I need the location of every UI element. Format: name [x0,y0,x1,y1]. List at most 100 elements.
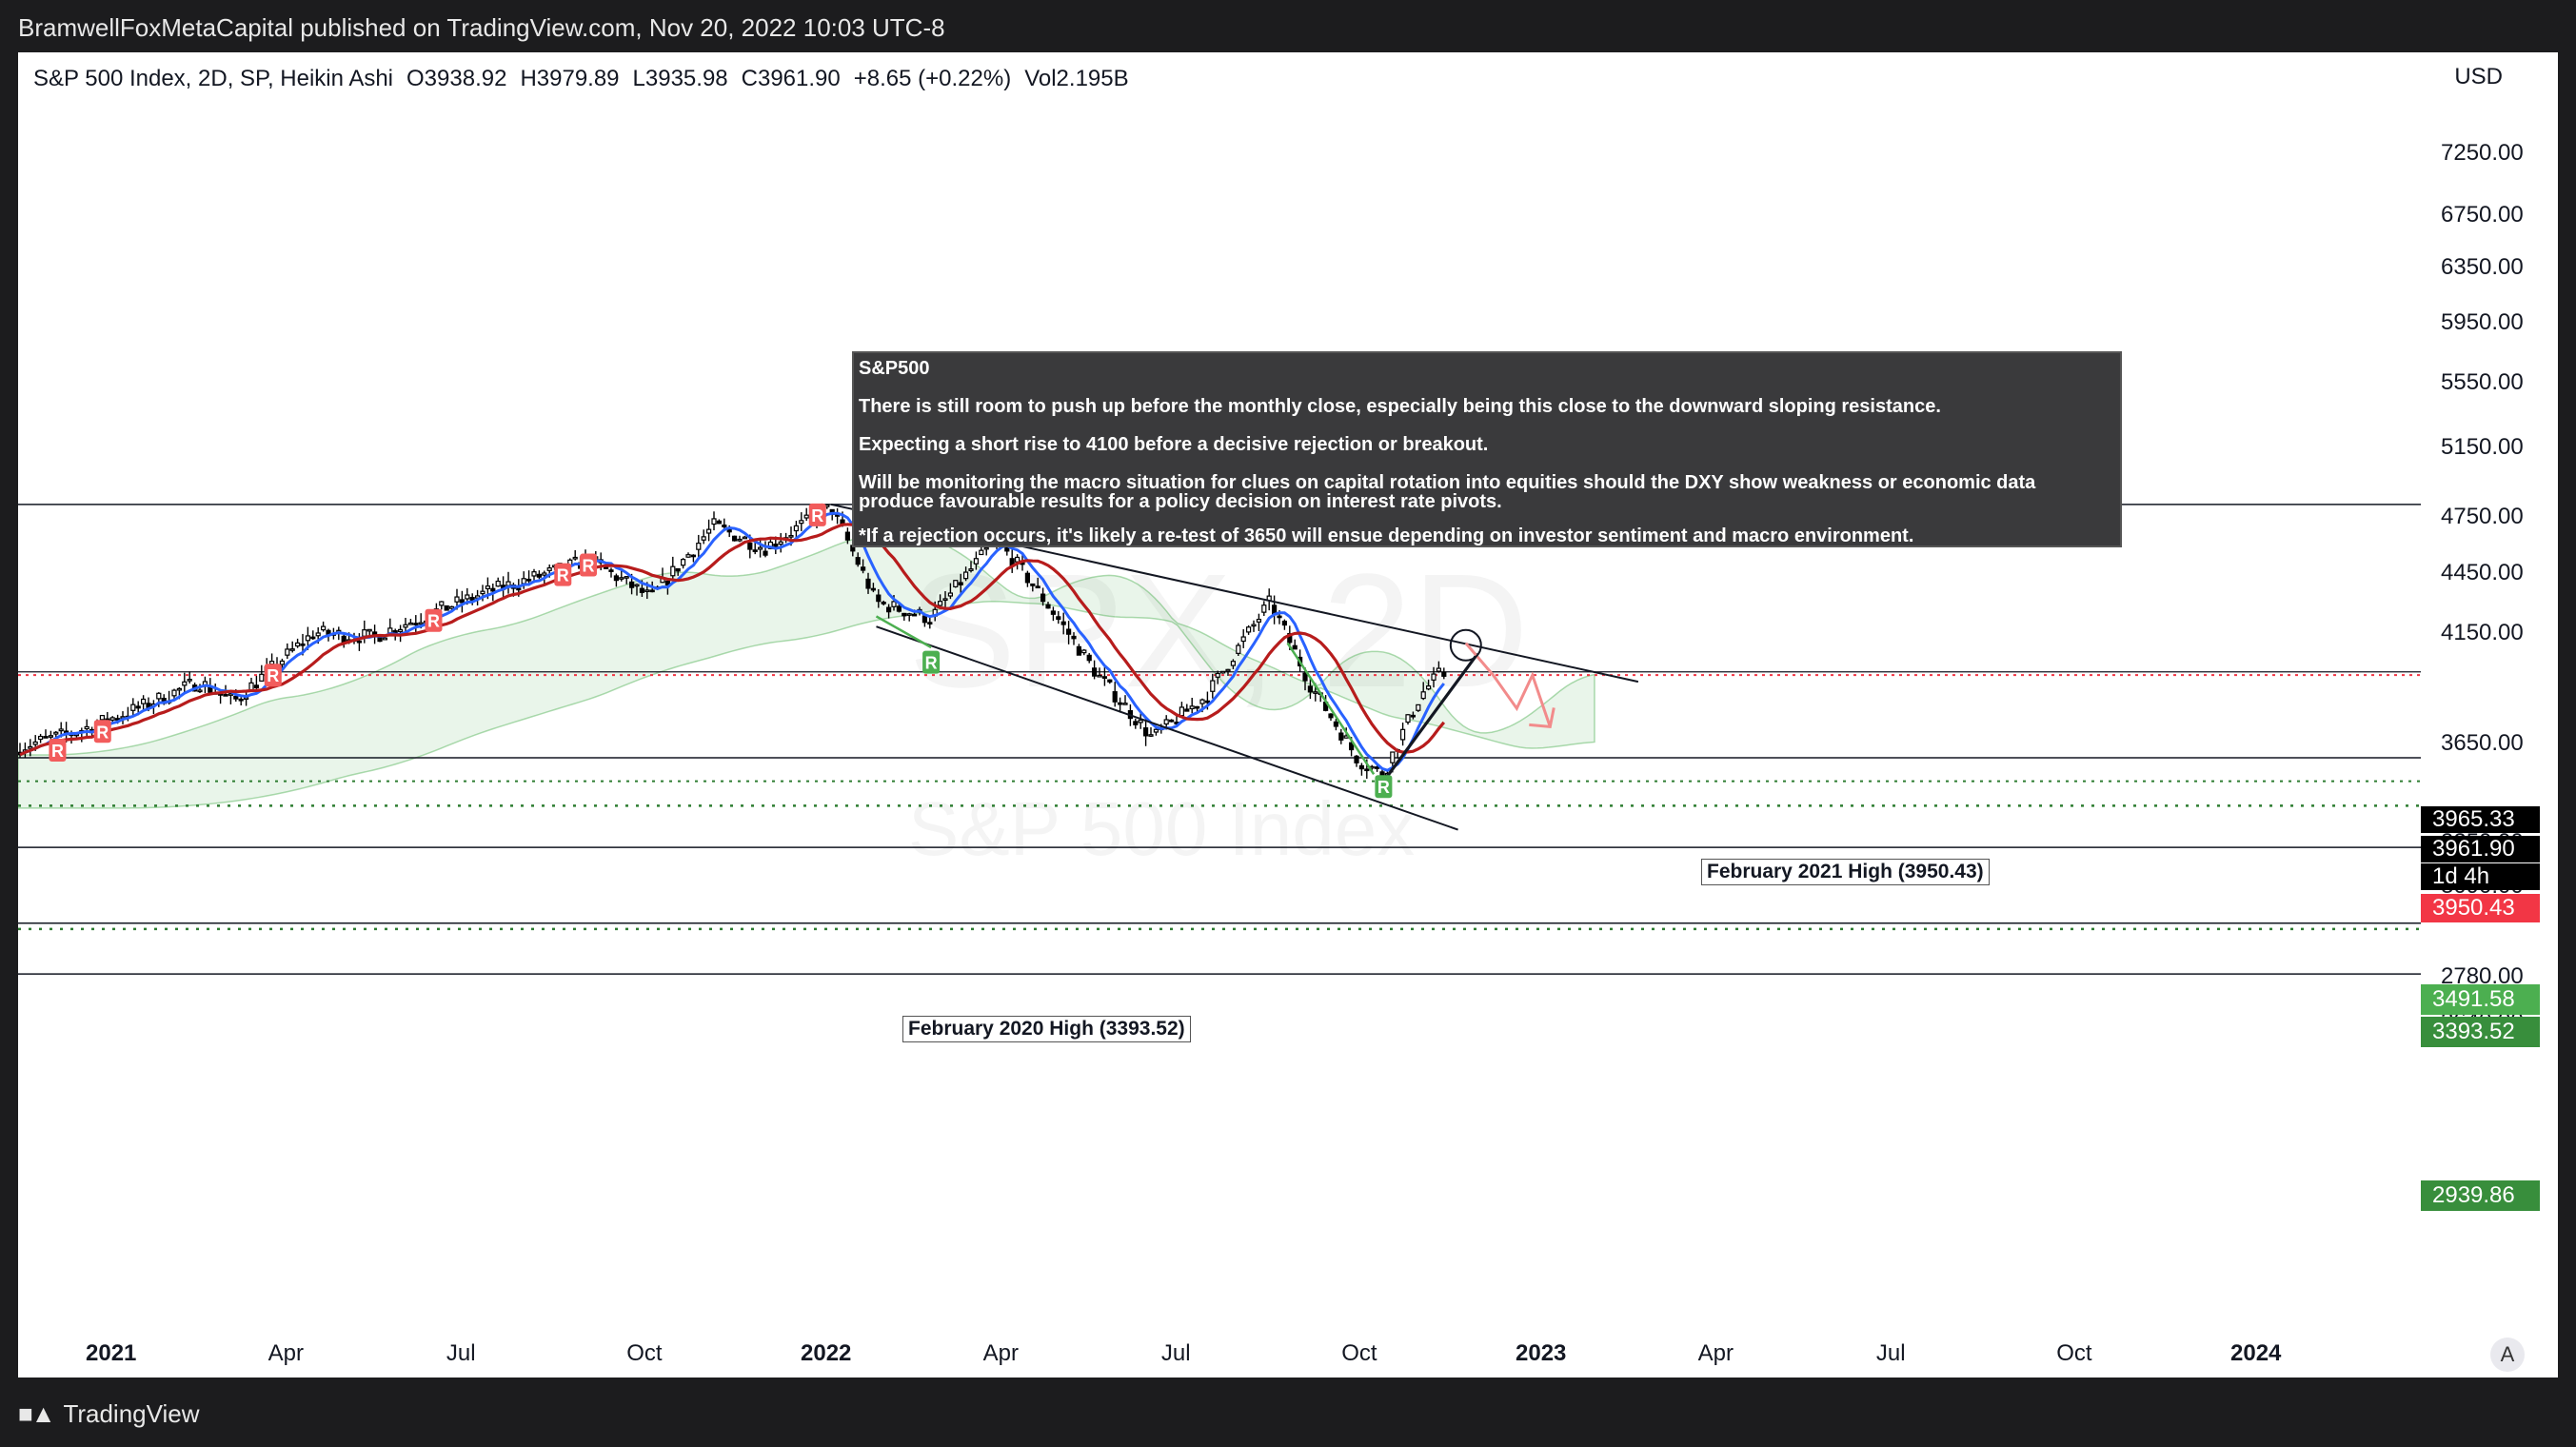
candle-body [156,692,162,700]
candle-body [1112,691,1118,703]
candle-body [763,550,768,556]
candle-body [495,580,501,587]
candle-body [942,598,948,602]
candle-body [962,571,969,580]
candle-body [521,578,526,585]
y-tick-label: 4750.00 [2441,503,2524,529]
candle-body [1189,705,1195,710]
candle-body [58,728,64,732]
candle-body [53,731,59,735]
legend-open: O3938.92 [406,66,507,91]
price-badge-3491: 3491.58 [2421,984,2540,1015]
candle-body [1101,676,1108,679]
reversal-marker-label: R [811,506,823,525]
candle-body [490,587,496,592]
feb-2021-high-label[interactable]: February 2021 High (3950.43) [1701,859,1990,885]
candle-body [1348,742,1355,751]
candle-body [413,623,419,625]
candle-body [664,580,671,586]
legend-close: C3961.90 [741,66,841,91]
candle-body [1251,624,1257,627]
candle-body [465,594,470,600]
candle-body [1313,691,1318,694]
price-badge-3965: 3965.33 [2421,806,2540,833]
candle-body [767,541,774,549]
candle-body [1431,673,1437,681]
candle-body [1148,734,1154,737]
candle-body [1050,610,1057,615]
candle-body [1390,751,1396,763]
countdown-badge: 1d 4h [2421,863,2540,890]
x-tick-label: 2021 [86,1340,137,1366]
candle-body [1168,719,1175,723]
candle-body [439,601,445,606]
candle-body [757,546,763,550]
candle-body [1097,674,1102,678]
candle-body [973,558,980,565]
candle-body [716,520,723,525]
candle-body [1194,705,1200,709]
candle-body [876,594,882,603]
candle-body [1065,628,1072,635]
candle-body [844,531,851,541]
auto-scale-button[interactable]: A [2490,1338,2525,1372]
candle-body [48,735,54,738]
candle-body [911,613,918,617]
candle-body [1004,546,1010,552]
candle-body [1292,644,1298,650]
reversal-marker [264,664,282,687]
feb-2020-high-label[interactable]: February 2020 High (3393.52) [902,1016,1191,1042]
candle-body [881,602,886,605]
candle-body [752,549,758,552]
candle-body [285,648,290,656]
note-title: S&P500 [859,358,930,379]
blue-line [19,511,1445,772]
candle-body [1425,685,1432,690]
candle-body [418,622,424,625]
legend-name: S&P 500 Index, 2D, SP, Heikin Ashi [33,66,394,91]
reversal-marker-label: R [51,742,64,761]
candle-body [1081,649,1087,654]
candle-body [958,582,963,585]
candle-body [737,538,743,542]
candle-body [675,567,681,572]
candle-body [109,717,115,721]
candle-body [983,546,989,550]
candle-body [1236,644,1241,654]
tradingview-logo-icon: ■▲ [18,1399,55,1428]
candle-body [1416,704,1421,711]
candle-body [1030,583,1036,586]
legend: S&P 500 Index, 2D, SP, Heikin Ashi O3938.… [33,66,1142,92]
candle-body [259,673,265,682]
currency-label[interactable]: USD [2454,64,2503,89]
candle-body [1071,635,1077,640]
candle-body [485,585,490,590]
candle-body [628,581,635,588]
candle-body [1219,670,1226,674]
candle-body [1374,766,1380,769]
footer-brand: ■▲ TradingView [18,1399,200,1429]
candle-body [572,556,578,560]
candle-body [182,681,188,686]
y-tick-label: 4450.00 [2441,559,2524,585]
candle-body [885,606,892,613]
note-box[interactable]: S&P500 There is still room to push up be… [852,351,2122,547]
y-tick-label: 4150.00 [2441,619,2524,645]
publisher-info: BramwellFoxMetaCapital published on Trad… [18,13,945,42]
candle-body [1204,700,1211,704]
top-bar: BramwellFoxMetaCapital published on Trad… [0,0,2576,52]
candle-body [176,687,182,691]
legend-high: H3979.89 [520,66,620,91]
reversal-marker-label: R [267,666,279,685]
candle-body [1091,667,1098,677]
candle-body [536,573,543,578]
candle-body [459,599,465,604]
candle-body [860,566,866,571]
candle-body [1014,556,1020,563]
price-badge-close: 3961.90 [2421,836,2540,862]
candle-body [968,568,974,571]
candle-body [449,605,455,609]
candle-body [84,725,89,730]
